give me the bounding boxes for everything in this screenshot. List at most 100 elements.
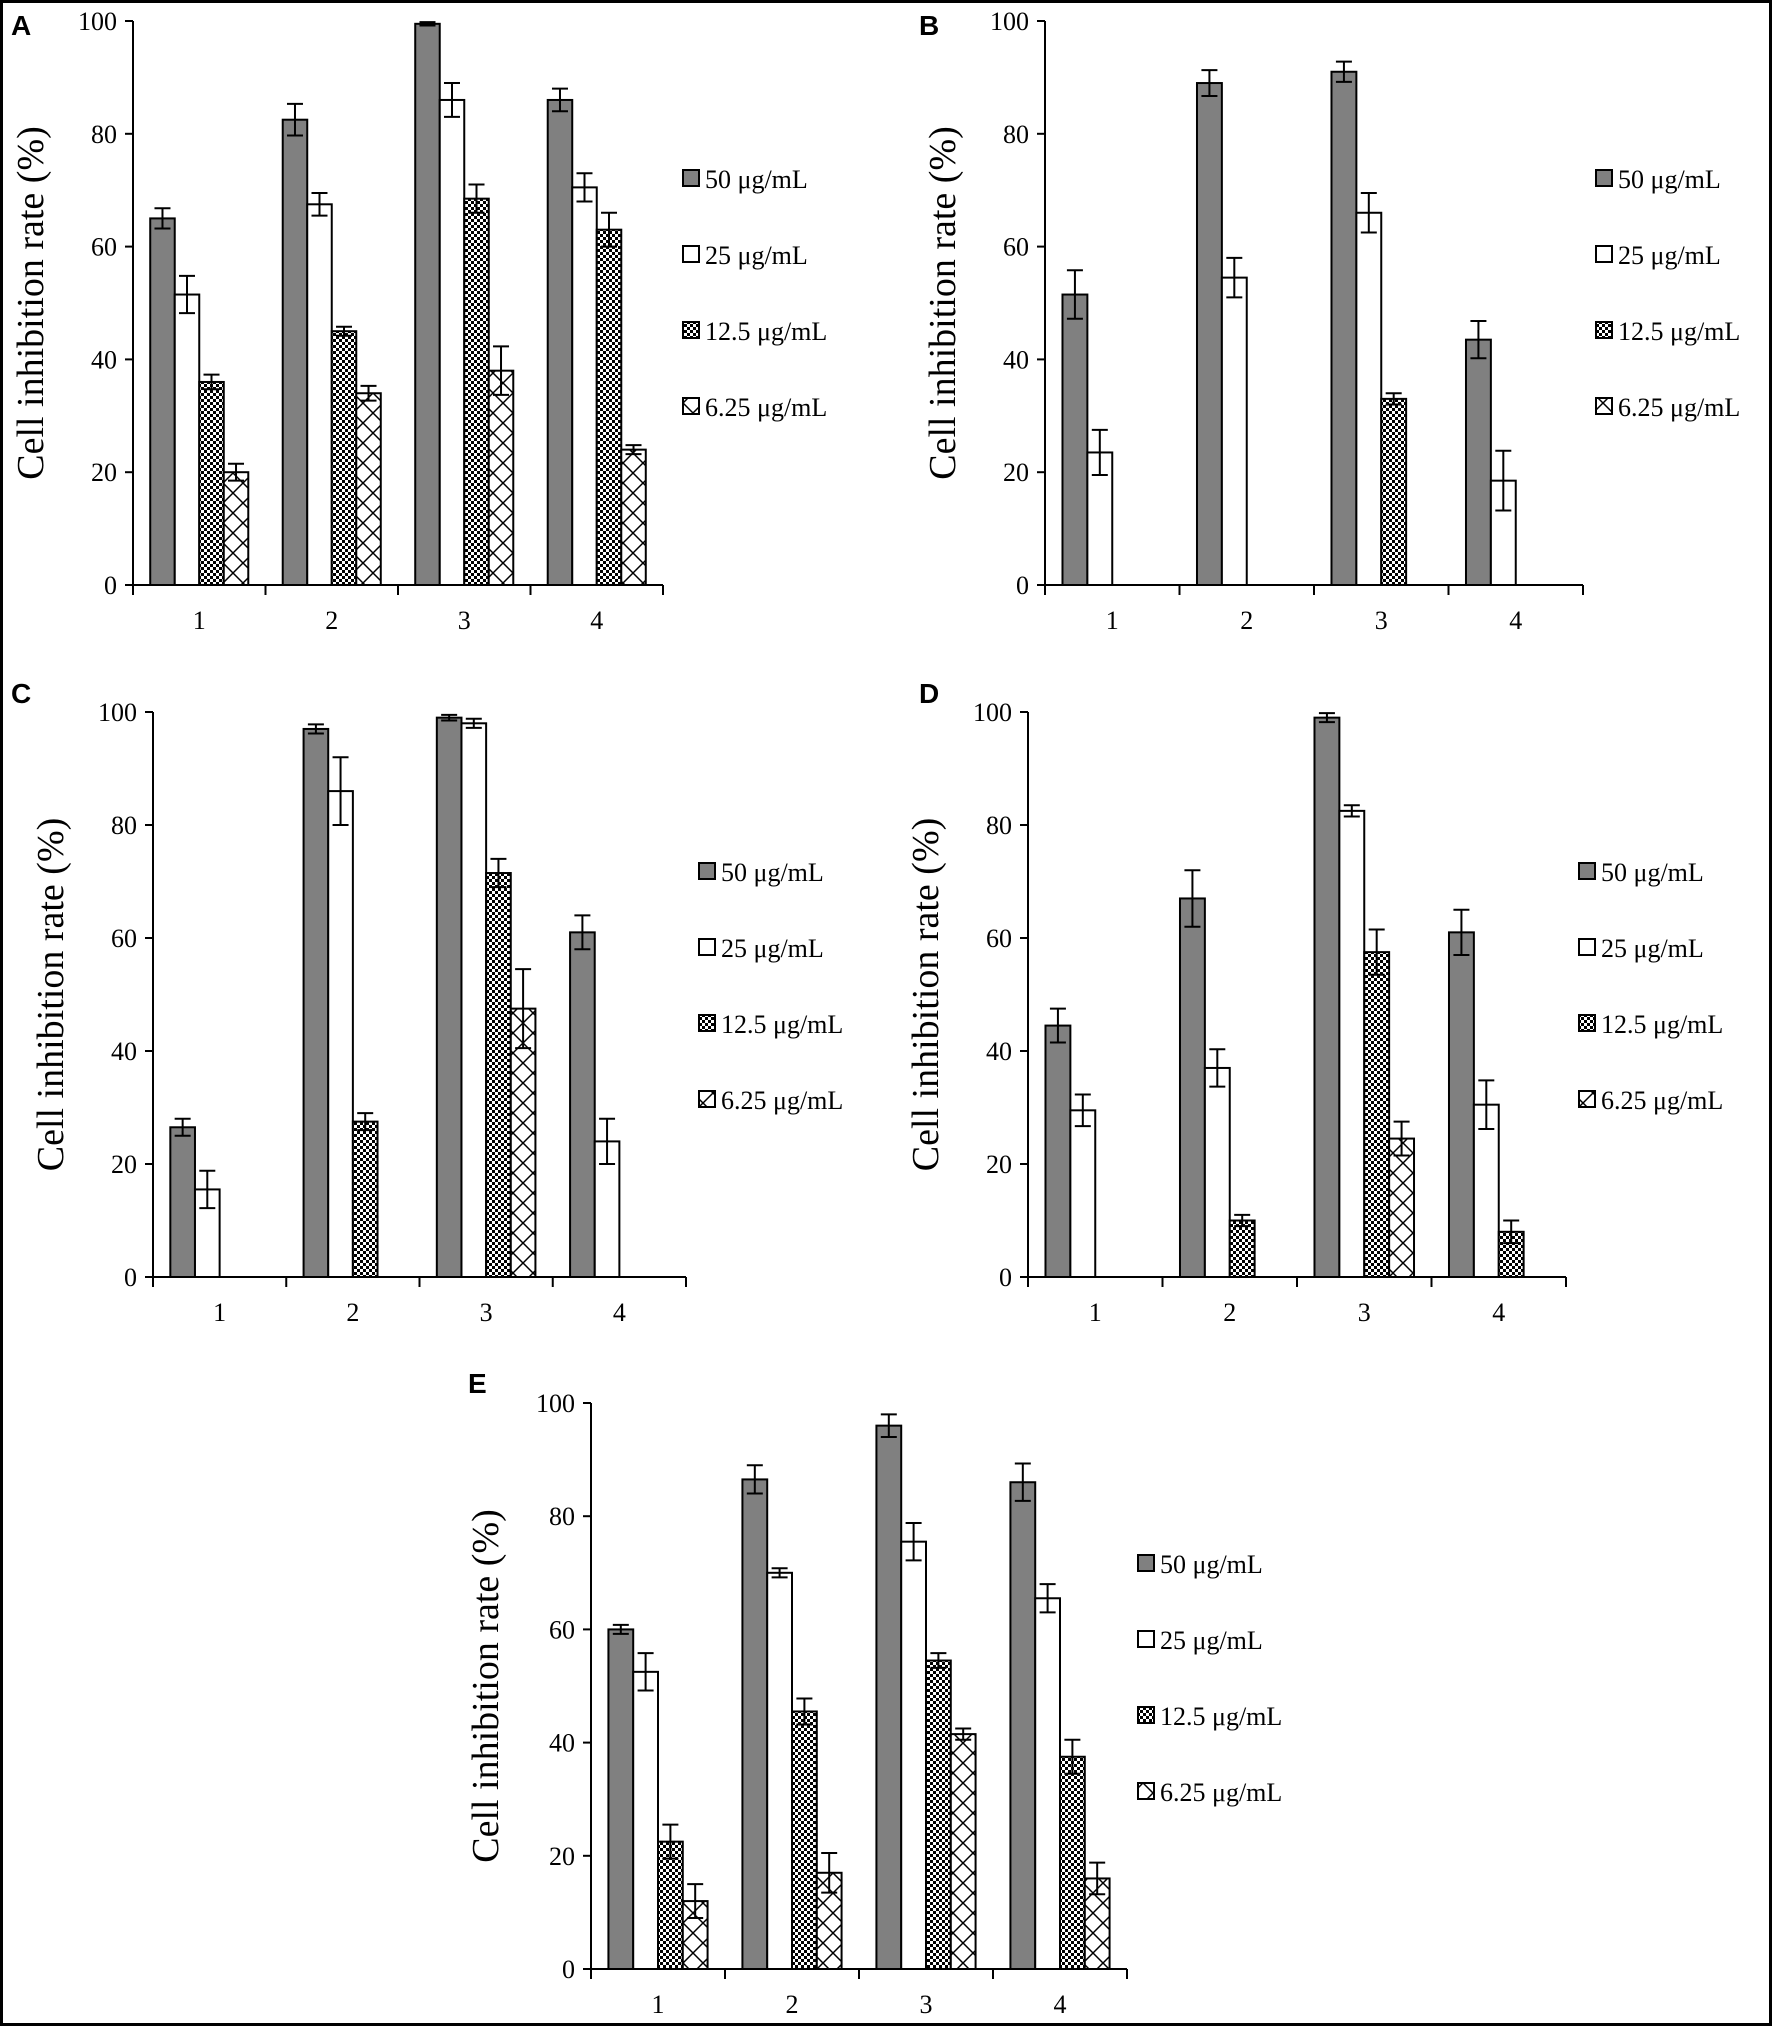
y-tick-label: 80: [1003, 120, 1029, 149]
bar-B-2-solid-gray: [1195, 82, 1223, 586]
bar-B-3-checker: [1380, 397, 1408, 586]
y-tick-label: 100: [98, 698, 137, 727]
y-tick-label: 80: [986, 811, 1012, 840]
bar-A-1-solid-gray: [149, 217, 176, 586]
legend-label: 6.25 μg/mL: [1601, 1086, 1723, 1115]
panel-letter: C: [11, 678, 31, 709]
bar-A-1-checker: [198, 380, 225, 586]
bar-E-4-white: [1034, 1597, 1061, 1971]
legend-label: 25 μg/mL: [705, 241, 808, 270]
bar-C-4-solid-gray: [569, 931, 596, 1278]
x-tick-label: 3: [920, 1990, 933, 2019]
legend-swatch: [1137, 1782, 1155, 1800]
legend-label: 6.25 μg/mL: [705, 393, 827, 422]
panel-letter: A: [11, 10, 31, 41]
bar-A-4-white: [571, 186, 598, 586]
bar-C-3-solid-gray: [435, 716, 463, 1278]
y-axis-title: Cell inhibition rate (%): [10, 126, 52, 480]
bar-E-1-checker: [657, 1840, 684, 1971]
bar-E-3-crosshatch: [949, 1733, 977, 1970]
bar-D-3-checker: [1363, 951, 1391, 1278]
bar-C-3-checker: [485, 872, 512, 1279]
legend-swatch: [1595, 397, 1613, 415]
bar-B-4-solid-gray: [1464, 338, 1492, 586]
legend-label: 50 μg/mL: [705, 165, 808, 194]
panel-B: B 0 20 40 60 80 100 Cell inhibition rate (%) 1 2 3…: [919, 7, 1740, 635]
legend-swatch: [1595, 169, 1613, 187]
bar-B-3-white: [1355, 211, 1383, 586]
bar-D-4-white: [1472, 1103, 1500, 1279]
x-tick-label: 3: [480, 1298, 493, 1327]
x-tick-label: 1: [213, 1298, 226, 1327]
y-tick-label: 40: [91, 345, 117, 374]
legend-swatch: [1137, 1554, 1155, 1572]
y-tick-label: 20: [111, 1150, 137, 1179]
legend-swatch: [682, 397, 700, 415]
legend-swatch: [1137, 1630, 1155, 1648]
bar-A-3-crosshatch: [487, 369, 515, 586]
y-tick-label: 40: [111, 1037, 137, 1066]
legend-swatch: [1595, 321, 1613, 339]
y-tick-label: 100: [78, 7, 117, 36]
bar-C-1-solid-gray: [169, 1126, 196, 1279]
bar-E-3-white: [900, 1540, 928, 1971]
y-tick-label: 0: [124, 1263, 137, 1292]
x-tick-label: 4: [1054, 1990, 1067, 2019]
legend-swatch: [1578, 862, 1596, 880]
legend-swatch: [1595, 245, 1613, 263]
legend-swatch: [698, 1014, 716, 1032]
bar-A-4-crosshatch: [620, 448, 647, 587]
legend-label: 12.5 μg/mL: [1160, 1702, 1282, 1731]
y-axis-title: Cell inhibition rate (%): [30, 818, 72, 1172]
bar-B-1-solid-gray: [1061, 293, 1089, 586]
y-tick-label: 80: [111, 811, 137, 840]
legend-swatch: [1578, 1090, 1596, 1108]
x-tick-label: 4: [1509, 606, 1522, 635]
legend-swatch: [682, 245, 700, 263]
bar-E-2-white: [766, 1571, 794, 1971]
panel-letter: B: [919, 10, 939, 41]
legend-label: 50 μg/mL: [1601, 858, 1704, 887]
y-tick-label: 20: [549, 1842, 575, 1871]
panel-A: A 0 20 40 60 80 100 Cell inhibition rate (%) 1 2 3…: [10, 7, 827, 635]
y-tick-label: 100: [990, 7, 1029, 36]
panel-letter: D: [919, 678, 939, 709]
x-tick-label: 4: [590, 606, 603, 635]
legend-label: 25 μg/mL: [1160, 1626, 1263, 1655]
legend-label: 12.5 μg/mL: [705, 317, 827, 346]
y-tick-label: 60: [91, 233, 117, 262]
y-axis-title: Cell inhibition rate (%): [465, 1509, 507, 1863]
bar-A-2-solid-gray: [281, 118, 309, 586]
x-tick-label: 3: [1375, 606, 1388, 635]
y-tick-label: 20: [91, 458, 117, 487]
legend-swatch: [1137, 1706, 1155, 1724]
y-tick-label: 0: [562, 1955, 575, 1984]
legend-label: 25 μg/mL: [1618, 241, 1721, 270]
x-tick-label: 2: [325, 606, 338, 635]
legend-label: 12.5 μg/mL: [721, 1010, 843, 1039]
legend-swatch: [682, 321, 700, 339]
bar-D-2-solid-gray: [1178, 897, 1206, 1278]
legend-swatch: [698, 1090, 716, 1108]
y-tick-label: 0: [999, 1263, 1012, 1292]
x-tick-label: 4: [1492, 1298, 1505, 1327]
bar-E-1-white: [632, 1670, 660, 1970]
x-tick-label: 2: [786, 1990, 799, 2019]
legend-label: 50 μg/mL: [721, 858, 824, 887]
bar-C-3-white: [460, 722, 488, 1278]
bar-D-2-white: [1203, 1066, 1231, 1278]
bar-C-2-white: [327, 790, 354, 1278]
x-tick-label: 2: [1240, 606, 1253, 635]
y-tick-label: 60: [549, 1615, 575, 1644]
bar-A-2-crosshatch: [355, 392, 382, 586]
y-tick-label: 20: [986, 1150, 1012, 1179]
x-tick-label: 2: [346, 1298, 359, 1327]
bar-D-3-solid-gray: [1313, 716, 1341, 1278]
y-tick-label: 100: [973, 698, 1012, 727]
bar-B-3-solid-gray: [1330, 70, 1358, 586]
bar-E-4-solid-gray: [1009, 1481, 1037, 1970]
bar-C-2-solid-gray: [302, 727, 330, 1278]
bar-A-3-white: [438, 98, 466, 587]
legend-swatch: [698, 862, 716, 880]
